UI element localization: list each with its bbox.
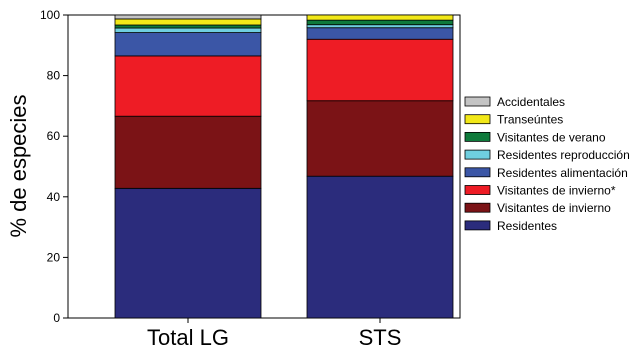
x-category-label-2: STS (359, 325, 402, 350)
bars-group (114, 14, 454, 319)
bar-segment-1-5 (114, 27, 262, 33)
y-axis-title: % de especies (6, 94, 31, 237)
bar-segment-2-4 (306, 27, 454, 40)
y-tick-label-3: 40 (47, 190, 61, 204)
legend-label-5: Residentes alimentación (497, 166, 628, 180)
legend-label-1: Accidentales (497, 95, 565, 109)
bar-segment-1-6 (114, 24, 262, 29)
bar-segment-2-6 (306, 19, 454, 26)
bar-segment-2-3 (306, 38, 454, 102)
x-axis: Total LG STS (147, 318, 401, 350)
legend: Accidentales Transeúntes Visitantes de ver… (464, 95, 630, 233)
legend-label-4: Residentes reproducción (497, 148, 630, 162)
legend-swatch-8 (464, 220, 491, 231)
legend-label-6: Visitantes de invierno* (497, 184, 616, 198)
bar-segment-1-2 (114, 115, 262, 189)
y-tick-label-5: 80 (47, 69, 61, 83)
legend-label-8: Residentes (497, 219, 557, 233)
y-tick-label-2: 20 (47, 250, 61, 264)
bar-segment-2-2 (306, 100, 454, 177)
y-tick-label-1: 0 (53, 311, 60, 325)
legend-label-7: Visitantes de invierno (497, 201, 611, 215)
legend-swatch-4 (464, 149, 491, 160)
bar-segment-1-8 (114, 14, 262, 20)
bar-segment-1-4 (114, 32, 262, 57)
legend-swatch-3 (464, 131, 491, 142)
legend-swatch-5 (464, 167, 491, 178)
x-category-label-1: Total LG (147, 325, 229, 350)
y-tick-label-4: 60 (47, 129, 61, 143)
bar-segment-1-7 (114, 18, 262, 26)
bar-segment-2-7 (306, 14, 454, 21)
legend-swatch-2 (464, 114, 491, 125)
bar-segment-2-1 (306, 175, 454, 319)
bar-segment-1-1 (114, 187, 262, 319)
legend-swatch-6 (464, 185, 491, 195)
bar-segment-2-5 (306, 24, 454, 29)
legend-label-2: Transeúntes (497, 113, 563, 127)
legend-swatch-1 (464, 96, 491, 107)
y-axis: 0 20 40 60 80 100 (40, 8, 68, 325)
legend-label-3: Visitantes de verano (497, 130, 606, 144)
bar-segment-1-3 (114, 55, 262, 117)
legend-swatch-7 (464, 202, 491, 213)
y-tick-label-6: 100 (40, 8, 60, 22)
